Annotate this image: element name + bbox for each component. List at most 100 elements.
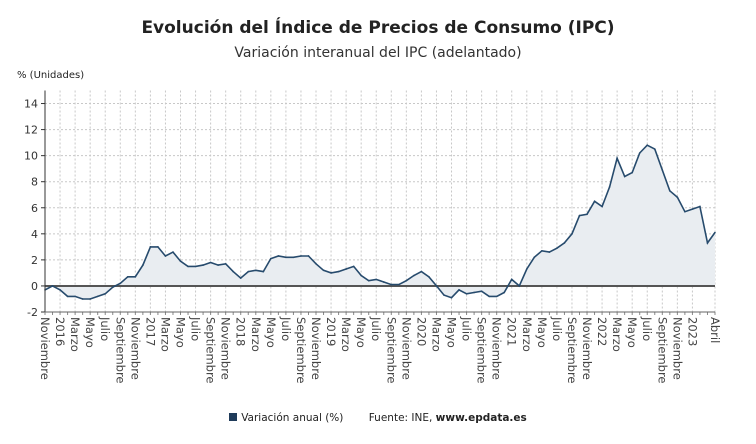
x-tick-label: Julio xyxy=(369,316,383,341)
x-tick-label: Julio xyxy=(98,316,112,341)
data-point xyxy=(157,246,159,248)
data-point xyxy=(119,282,122,285)
data-point xyxy=(676,196,679,199)
y-tick-label: 10 xyxy=(24,150,38,163)
x-tick-label: Noviembre xyxy=(128,317,142,380)
data-point xyxy=(217,264,219,266)
data-point xyxy=(699,205,701,208)
data-point xyxy=(315,262,317,265)
data-point xyxy=(593,200,596,203)
data-point xyxy=(706,242,709,244)
data-point xyxy=(51,285,54,287)
chart-subtitle: Variación interanual del IPC (adelantado… xyxy=(234,45,522,61)
data-point xyxy=(360,274,362,277)
data-point xyxy=(367,279,370,282)
data-point xyxy=(616,157,618,160)
y-tick-label: 6 xyxy=(31,202,38,215)
y-tick-label: 4 xyxy=(31,228,38,241)
data-point xyxy=(450,296,453,299)
data-point xyxy=(563,242,566,244)
data-point xyxy=(458,289,460,291)
x-tick-label: 2020 xyxy=(414,317,428,346)
x-tick-label: 2016 xyxy=(53,317,67,346)
x-tick-label: Noviembre xyxy=(38,317,52,380)
x-tick-label: Noviembre xyxy=(580,317,594,380)
data-point xyxy=(714,231,716,234)
x-tick-label: Noviembre xyxy=(309,317,323,380)
data-point xyxy=(684,210,686,213)
x-tick-label: 2021 xyxy=(505,317,519,346)
data-point xyxy=(179,260,182,262)
x-tick-label: 2019 xyxy=(324,317,338,346)
x-tick-label: Mayo xyxy=(625,317,639,348)
data-point xyxy=(631,171,633,174)
area-fill xyxy=(45,145,715,299)
data-point xyxy=(398,283,400,286)
x-tick-label: Mayo xyxy=(445,317,459,348)
x-tick-label: Julio xyxy=(550,316,564,341)
x-tick-label: Marzo xyxy=(68,317,82,352)
x-tick-label: Marzo xyxy=(339,317,353,352)
data-point xyxy=(661,169,664,171)
x-tick-label: Abril xyxy=(708,317,722,343)
data-point xyxy=(382,281,385,283)
y-tick-label: 0 xyxy=(31,280,38,293)
data-point xyxy=(556,247,558,249)
legend: Variación anual (%) Fuente: INE, www.epd… xyxy=(0,412,756,424)
source-link[interactable]: www.epdata.es xyxy=(435,412,527,424)
data-point xyxy=(66,295,69,298)
data-point xyxy=(142,264,144,266)
x-tick-label: Septiembre xyxy=(384,317,398,384)
data-point xyxy=(488,295,490,298)
x-tick-label: Septiembre xyxy=(113,317,127,384)
data-point xyxy=(300,255,302,257)
data-point xyxy=(510,278,513,281)
x-tick-label: Marzo xyxy=(249,317,263,352)
data-point xyxy=(232,270,235,273)
data-point xyxy=(202,264,204,266)
x-tick-label: Septiembre xyxy=(294,317,308,384)
x-tick-label: Mayo xyxy=(264,317,278,348)
data-point xyxy=(292,256,295,259)
data-point xyxy=(59,289,61,291)
data-point xyxy=(608,186,611,188)
x-tick-label: Noviembre xyxy=(219,317,233,380)
data-point xyxy=(81,298,84,300)
x-tick-label: 2022 xyxy=(595,317,609,346)
source-prefix: Fuente: INE, xyxy=(368,412,436,424)
y-tick-label: 2 xyxy=(31,254,38,267)
data-point xyxy=(285,256,287,259)
x-tick-label: Mayo xyxy=(354,317,368,348)
data-point xyxy=(104,292,107,295)
x-tick-label: Septiembre xyxy=(565,317,579,384)
data-point xyxy=(277,255,280,257)
data-point xyxy=(480,290,483,292)
y-axis-label: % (Unidades) xyxy=(17,70,85,81)
data-point xyxy=(307,255,310,257)
x-tick-label: 2018 xyxy=(234,317,248,346)
data-point xyxy=(413,274,415,277)
data-point xyxy=(571,233,573,235)
x-tick-label: 2017 xyxy=(143,317,157,346)
x-tick-label: Mayo xyxy=(174,317,188,348)
x-tick-label: Julio xyxy=(279,316,293,341)
data-point xyxy=(330,272,332,274)
data-point xyxy=(247,270,250,273)
data-point xyxy=(172,251,174,253)
data-point xyxy=(96,295,99,298)
data-point xyxy=(239,277,242,279)
data-point xyxy=(691,208,694,210)
source-text: Fuente: INE, www.epdata.es xyxy=(369,412,527,424)
data-point xyxy=(623,175,626,178)
data-point xyxy=(111,286,114,289)
x-tick-label: Noviembre xyxy=(670,317,684,380)
x-tick-label: Noviembre xyxy=(399,317,413,380)
data-point xyxy=(405,279,408,282)
x-tick-label: Septiembre xyxy=(204,317,218,384)
data-point xyxy=(74,295,76,298)
data-point xyxy=(586,213,588,216)
data-point xyxy=(638,152,641,154)
data-point xyxy=(653,148,656,150)
